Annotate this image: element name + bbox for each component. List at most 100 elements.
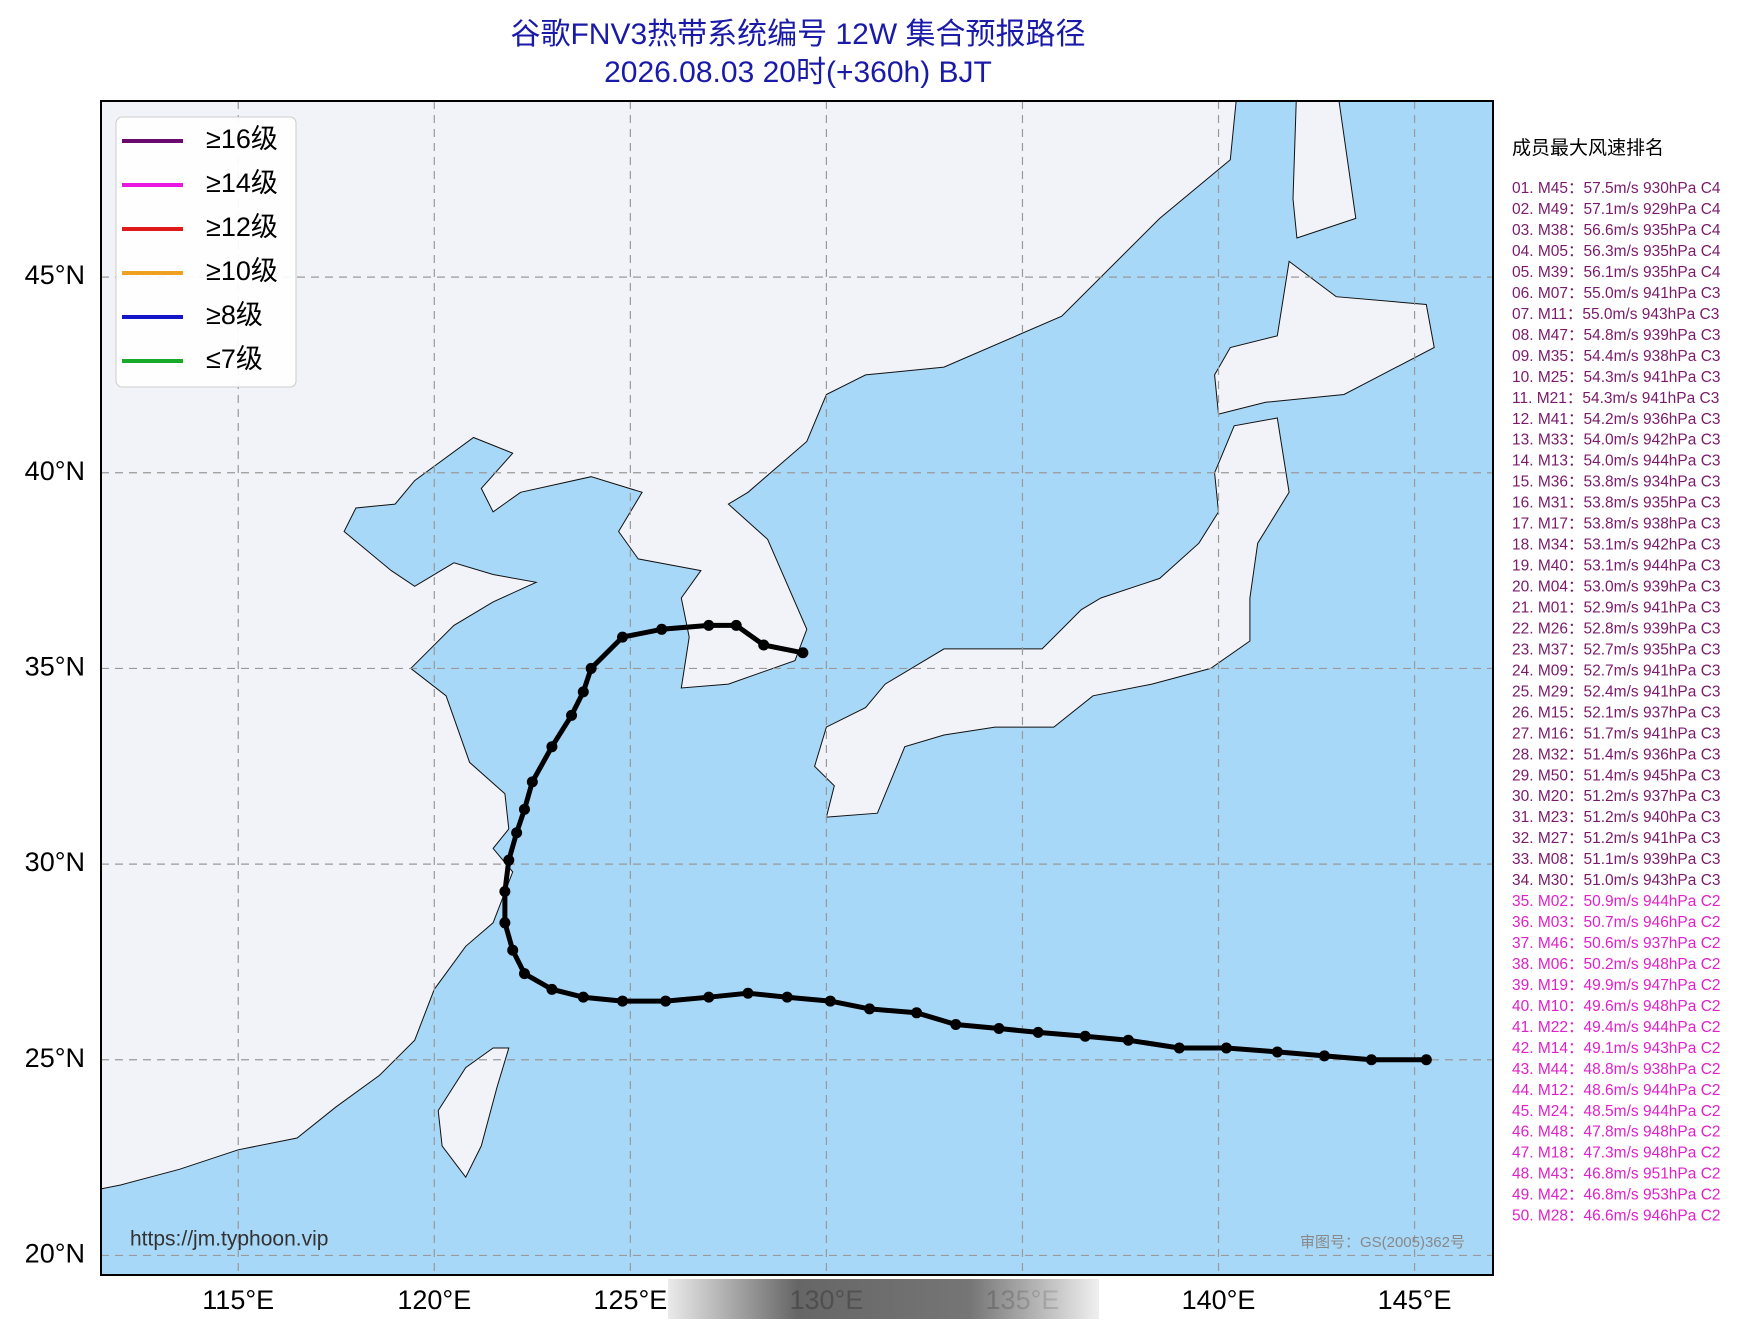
legend: ≥16级 ≥14级 ≥12级 ≥10级 ≥8级 ≤7级	[115, 116, 297, 388]
ranking-entry: 49. M42：46.8m/s 953hPa C2	[1512, 1187, 1721, 1204]
track-point	[1420, 1054, 1432, 1066]
ranking-entry: 30. M20：51.2m/s 937hPa C3	[1512, 788, 1721, 805]
track-point	[656, 623, 668, 635]
ranking-entry: 45. M24：48.5m/s 944hPa C2	[1512, 1103, 1721, 1120]
chart-title: 谷歌FNV3热带系统编号 12W 集合预报路径	[510, 18, 1085, 51]
ranking-entry: 29. M50：51.4m/s 945hPa C3	[1512, 767, 1721, 784]
ranking-entry: 16. M31：53.8m/s 935hPa C3	[1512, 495, 1721, 512]
track-point	[546, 983, 558, 995]
ranking-entry: 32. M27：51.2m/s 941hPa C3	[1512, 830, 1721, 847]
track-point	[1079, 1030, 1091, 1042]
y-tick-label: 35°N	[25, 652, 85, 682]
source-url: https://jm.typhoon.vip	[130, 1228, 328, 1251]
ranking-entry: 06. M07：55.0m/s 941hPa C3	[1512, 285, 1721, 302]
land	[101, 101, 1237, 1190]
ranking-entry: 50. M28：46.6m/s 946hPa C2	[1512, 1208, 1721, 1225]
legend-label: ≤7级	[206, 344, 263, 374]
legend-label: ≥8级	[206, 300, 263, 330]
track-point	[546, 741, 558, 753]
ranking-entry: 35. M02：50.9m/s 944hPa C2	[1512, 893, 1721, 910]
track-point	[617, 631, 629, 643]
ranking-entry: 42. M14：49.1m/s 943hPa C2	[1512, 1040, 1721, 1057]
track-point	[566, 709, 578, 721]
chart-subtitle: 2026.08.03 20时(+360h) BJT	[604, 56, 992, 89]
track-point	[1173, 1042, 1185, 1054]
ranking-entry: 10. M25：54.3m/s 941hPa C3	[1512, 369, 1721, 386]
ranking-entry: 43. M44：48.8m/s 938hPa C2	[1512, 1061, 1721, 1078]
land	[1214, 260, 1435, 415]
ranking-entry: 03. M38：56.6m/s 935hPa C4	[1512, 222, 1721, 239]
track-point	[742, 987, 754, 999]
ranking-entry: 18. M34：53.1m/s 942hPa C3	[1512, 537, 1721, 554]
track-point	[518, 968, 530, 980]
ranking-entry: 01. M45：57.5m/s 930hPa C4	[1512, 180, 1721, 197]
ranking-entry: 23. M37：52.7m/s 935hPa C3	[1512, 641, 1721, 658]
legend-label: ≥14级	[206, 168, 278, 198]
track-point	[1220, 1042, 1232, 1054]
ranking-entry: 19. M40：53.1m/s 944hPa C3	[1512, 558, 1721, 575]
track-point	[1271, 1046, 1283, 1058]
obscured-band	[668, 1279, 1099, 1319]
ranking-entry: 31. M23：51.2m/s 940hPa C3	[1512, 809, 1721, 826]
map-frame	[100, 100, 1494, 1276]
x-tick-label: 140°E	[1182, 1285, 1256, 1315]
x-tick-label: 120°E	[397, 1285, 471, 1315]
ranking-entry: 44. M12：48.6m/s 944hPa C2	[1512, 1082, 1721, 1099]
ranking-entry: 27. M16：51.7m/s 941hPa C3	[1512, 725, 1721, 742]
track-point	[703, 619, 715, 631]
track-point	[1365, 1054, 1377, 1066]
track-point	[577, 991, 589, 1003]
land	[814, 417, 1290, 818]
approval-number: 审图号：GS(2005)362号	[1300, 1234, 1465, 1251]
ranking-entry: 08. M47：54.8m/s 939hPa C3	[1512, 327, 1721, 344]
land	[1292, 101, 1357, 239]
ranking-entry: 13. M33：54.0m/s 942hPa C3	[1512, 432, 1721, 449]
x-tick-label: 115°E	[202, 1285, 274, 1315]
ranking-entry: 17. M17：53.8m/s 938hPa C3	[1512, 516, 1721, 533]
ranking-entry: 05. M39：56.1m/s 935hPa C4	[1512, 264, 1721, 281]
ranking-entry: 12. M41：54.2m/s 936hPa C3	[1512, 411, 1721, 428]
ranking-entry: 09. M35：54.4m/s 938hPa C3	[1512, 348, 1721, 365]
ranking-entry: 14. M13：54.0m/s 944hPa C3	[1512, 453, 1721, 470]
ranking-entry: 25. M29：52.4m/s 941hPa C3	[1512, 683, 1721, 700]
legend-label: ≥16级	[206, 124, 278, 154]
track-point	[781, 991, 793, 1003]
ranking-entry: 46. M48：47.8m/s 948hPa C2	[1512, 1124, 1721, 1141]
track-point	[660, 995, 672, 1007]
ranking-entry: 28. M32：51.4m/s 936hPa C3	[1512, 746, 1721, 763]
track-point	[730, 619, 742, 631]
ranking-entry: 33. M08：51.1m/s 939hPa C3	[1512, 851, 1721, 868]
y-tick-label: 30°N	[25, 847, 85, 877]
track-point	[824, 995, 836, 1007]
y-tick-label: 25°N	[25, 1043, 85, 1073]
track-point	[577, 686, 589, 698]
legend-label: ≥10级	[206, 256, 278, 286]
ranking-entry: 20. M04：53.0m/s 939hPa C3	[1512, 579, 1721, 596]
legend-label: ≥12级	[206, 212, 278, 242]
track-point	[864, 1003, 876, 1015]
track-point	[797, 647, 809, 659]
track-point	[993, 1022, 1005, 1034]
ranking-entry: 41. M22：49.4m/s 944hPa C2	[1512, 1019, 1721, 1036]
track-point	[518, 803, 530, 815]
track-point	[1032, 1026, 1044, 1038]
land	[437, 1047, 510, 1179]
ranking-entry: 34. M30：51.0m/s 943hPa C3	[1512, 872, 1721, 889]
track-point	[703, 991, 715, 1003]
x-tick-label: 125°E	[593, 1285, 667, 1315]
ranking-entry: 22. M26：52.8m/s 939hPa C3	[1512, 620, 1721, 637]
ranking-entry: 21. M01：52.9m/s 941hPa C3	[1512, 599, 1721, 616]
ranking-entry: 11. M21：54.3m/s 941hPa C3	[1512, 390, 1719, 407]
ranking-entry: 47. M18：47.3m/s 948hPa C2	[1512, 1145, 1721, 1162]
y-tick-label: 40°N	[25, 456, 85, 486]
ranking-entry: 04. M05：56.3m/s 935hPa C4	[1512, 243, 1721, 260]
track-point	[911, 1007, 923, 1019]
ranking-entry: 36. M03：50.7m/s 946hPa C2	[1512, 914, 1721, 931]
track-point	[617, 995, 629, 1007]
track-point	[585, 662, 597, 674]
ranking-entry: 38. M06：50.2m/s 948hPa C2	[1512, 956, 1721, 973]
ranking-entry: 07. M11：55.0m/s 943hPa C3	[1512, 306, 1719, 323]
ranking-entry: 15. M36：53.8m/s 934hPa C3	[1512, 474, 1721, 491]
